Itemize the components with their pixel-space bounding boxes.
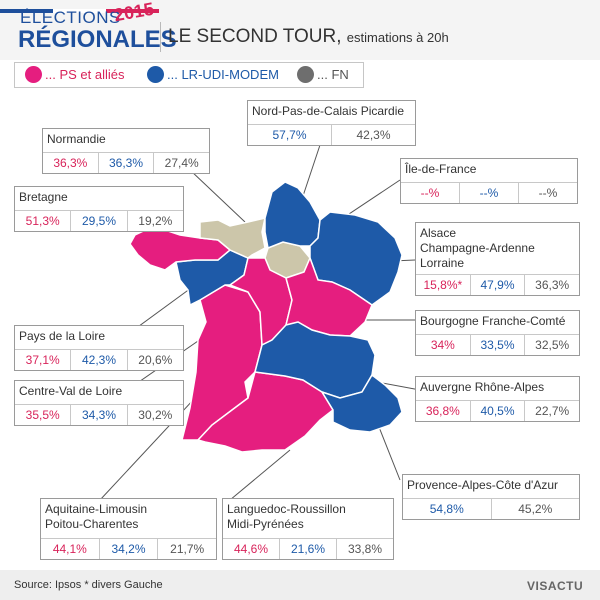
value-ps: 15,8%* bbox=[416, 275, 471, 295]
value-ps: 36,8% bbox=[416, 401, 471, 421]
region-name: Normandie bbox=[47, 132, 106, 146]
region-name-line1: Alsace bbox=[420, 226, 457, 240]
region-box-centre: Centre-Val de Loire 35,5% 34,3% 30,2% bbox=[14, 380, 184, 426]
region-paca bbox=[320, 373, 403, 433]
region-box-bourgogne: Bourgogne Franche-Comté 34% 33,5% 32,5% bbox=[415, 310, 580, 356]
value-fn: 32,5% bbox=[535, 338, 570, 352]
region-name-line2: Poitou-Charentes bbox=[45, 517, 139, 531]
region-name: Provence-Alpes-Côte d'Azur bbox=[407, 478, 559, 492]
region-box-auvergne: Auvergne Rhône-Alpes 36,8% 40,5% 22,7% bbox=[415, 376, 580, 422]
region-nord bbox=[264, 181, 321, 250]
region-box-alsace: Alsace Champagne-Ardenne Lorraine 15,8%*… bbox=[415, 222, 580, 296]
value-lr: 42,3% bbox=[71, 350, 128, 370]
region-name: Alsace Champagne-Ardenne Lorraine bbox=[416, 223, 579, 273]
legend: ... PS et alliés ... LR-UDI-MODEM ... FN bbox=[14, 62, 364, 88]
line-paca bbox=[376, 421, 401, 481]
value-fn: 30,2% bbox=[138, 408, 173, 422]
value-fn: --% bbox=[538, 186, 558, 200]
source-note: Source: Ipsos * divers Gauche bbox=[14, 579, 163, 591]
header-separator bbox=[160, 22, 161, 52]
legend-item-fn: ... FN bbox=[297, 66, 349, 84]
legend-item-lr: ... LR-UDI-MODEM bbox=[147, 66, 279, 84]
value-ps: 44,1% bbox=[41, 539, 100, 559]
value-lr: 21,6% bbox=[280, 539, 337, 559]
subtitle-small: estimations à 20h bbox=[346, 30, 449, 45]
value-lr: 57,7% bbox=[248, 125, 332, 145]
region-name: Nord-Pas-de-Calais Picardie bbox=[252, 104, 405, 118]
lr-color-dot bbox=[147, 66, 164, 84]
region-name: Aquitaine-Limousin Poitou-Charentes bbox=[41, 499, 216, 534]
value-lr: 36,3% bbox=[99, 153, 155, 173]
value-lr: 47,9% bbox=[471, 275, 526, 295]
region-name-line2: Midi-Pyrénées bbox=[227, 517, 304, 531]
region-name: Centre-Val de Loire bbox=[19, 384, 123, 398]
region-box-paca: Provence-Alpes-Côte d'Azur 54,8% 45,2% bbox=[402, 474, 580, 520]
region-name-line1: Aquitaine-Limousin bbox=[45, 502, 148, 516]
value-lr: 34,3% bbox=[71, 405, 128, 425]
region-auvergne bbox=[254, 321, 376, 399]
region-box-pdl: Pays de la Loire 37,1% 42,3% 20,6% bbox=[14, 325, 184, 371]
value-ps: --% bbox=[401, 183, 460, 203]
value-fn: 33,8% bbox=[347, 542, 383, 556]
value-lr: 34,2% bbox=[100, 539, 159, 559]
region-name: Bretagne bbox=[19, 190, 68, 204]
value-fn: 21,7% bbox=[170, 542, 205, 556]
value-ps: 51,3% bbox=[15, 211, 72, 231]
value-fn: 45,2% bbox=[518, 502, 553, 516]
line-languedoc bbox=[229, 449, 291, 501]
value-ps: 34% bbox=[416, 335, 471, 355]
legend-label-fn: ... FN bbox=[317, 67, 349, 83]
region-box-bretagne: Bretagne 51,3% 29,5% 19,2% bbox=[14, 186, 184, 232]
value-ps: 44,6% bbox=[223, 539, 280, 559]
region-box-idf: Île-de-France --% --% --% bbox=[400, 158, 578, 204]
value-ps: 37,1% bbox=[15, 350, 72, 370]
region-name-line2: Champagne-Ardenne bbox=[420, 241, 535, 255]
value-fn: 19,2% bbox=[138, 214, 173, 228]
legend-item-ps: ... PS et alliés bbox=[25, 66, 124, 84]
region-name: Île-de-France bbox=[405, 162, 477, 176]
region-box-nord: Nord-Pas-de-Calais Picardie 57,7% 42,3% bbox=[247, 100, 416, 146]
value-fn: 22,7% bbox=[535, 404, 570, 418]
region-box-normandie: Normandie 36,3% 36,3% 27,4% bbox=[42, 128, 210, 174]
title-line1: ÉLECTIONS bbox=[20, 8, 121, 27]
legend-label-lr: ... LR-UDI-MODEM bbox=[167, 67, 279, 83]
value-lr: 54,8% bbox=[403, 499, 492, 519]
value-fn: 36,3% bbox=[535, 278, 570, 292]
value-lr: 33,5% bbox=[471, 335, 526, 355]
value-lr: 40,5% bbox=[471, 401, 526, 421]
fn-color-dot bbox=[297, 66, 314, 84]
value-ps: 35,5% bbox=[15, 405, 72, 425]
value-fn: 20,6% bbox=[138, 353, 173, 367]
french-flag-stripe bbox=[0, 0, 160, 13]
region-name: Pays de la Loire bbox=[19, 329, 106, 343]
footer: Source: Ipsos * divers Gauche VISACTU bbox=[0, 570, 600, 600]
line-normandie bbox=[189, 169, 246, 223]
value-lr: 29,5% bbox=[71, 211, 128, 231]
region-name-line1: Languedoc-Roussillon bbox=[227, 502, 346, 516]
region-name: Bourgogne Franche-Comté bbox=[420, 314, 566, 328]
region-name: Auvergne Rhône-Alpes bbox=[420, 380, 545, 394]
subtitle-main: LE SECOND TOUR, bbox=[168, 26, 342, 47]
value-fn: 42,3% bbox=[356, 128, 391, 142]
region-name: Languedoc-Roussillon Midi-Pyrénées bbox=[223, 499, 393, 534]
legend-label-ps: ... PS et alliés bbox=[45, 67, 125, 83]
value-lr: --% bbox=[460, 183, 519, 203]
region-normandie bbox=[199, 216, 266, 259]
brand-logo: VISACTU bbox=[527, 579, 584, 593]
subtitle: LE SECOND TOUR, estimations à 20h bbox=[168, 26, 449, 48]
title-line2: RÉGIONALES bbox=[18, 26, 177, 53]
region-box-aquitaine: Aquitaine-Limousin Poitou-Charentes 44,1… bbox=[40, 498, 217, 560]
header: ÉLECTIONS RÉGIONALES 2015 LE SECOND TOUR… bbox=[0, 0, 600, 60]
region-box-languedoc: Languedoc-Roussillon Midi-Pyrénées 44,6%… bbox=[222, 498, 394, 560]
region-name-line3: Lorraine bbox=[420, 256, 465, 270]
value-ps: 36,3% bbox=[43, 153, 99, 173]
ps-color-dot bbox=[25, 66, 42, 84]
value-fn: 27,4% bbox=[164, 156, 199, 170]
